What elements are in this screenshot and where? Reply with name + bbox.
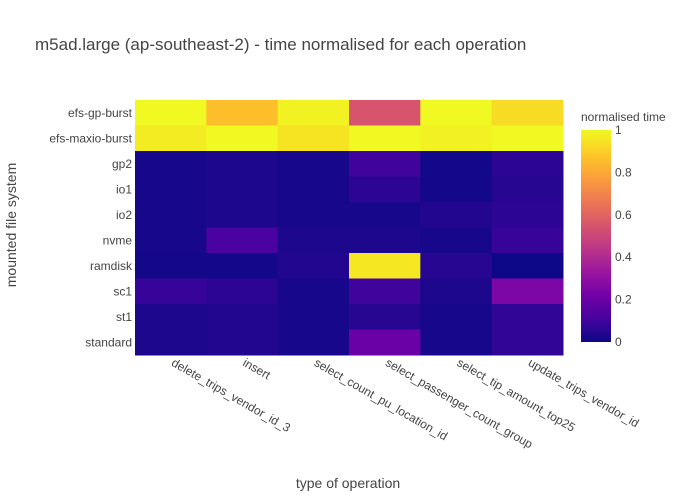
y-tick-label: sc1 [113, 284, 132, 298]
heatmap-cell [135, 125, 207, 152]
heatmap-cell [206, 329, 279, 356]
colorbar-tick-label: 0.4 [615, 250, 632, 264]
heatmap-cell [135, 304, 207, 330]
heatmap-cell [420, 329, 493, 356]
heatmap-cell [135, 100, 207, 126]
heatmap-cell [349, 304, 421, 330]
colorbar-tick-label: 0.8 [615, 165, 632, 179]
x-tick-label: select_count_pu_location_id [312, 355, 450, 443]
heatmap-cell [206, 176, 279, 203]
heatmap-cells [135, 100, 564, 356]
heatmap-cell [420, 100, 493, 126]
heatmap-cell [277, 100, 350, 126]
heatmap-cell [206, 253, 279, 279]
heatmap-cell [491, 227, 564, 254]
y-tick-label: ramdisk [90, 259, 133, 273]
heatmap-cell [420, 253, 493, 279]
heatmap-cell [206, 100, 279, 126]
heatmap-cell [277, 278, 350, 305]
heatmap-cell [491, 253, 564, 279]
y-tick-label: gp2 [112, 157, 132, 171]
colorbar-tick-label: 0 [615, 335, 622, 349]
heatmap-cell [206, 125, 279, 152]
heatmap-cell [277, 176, 350, 203]
heatmap-cell [420, 176, 493, 203]
heatmap-cell [277, 227, 350, 254]
y-tick-label: st1 [116, 310, 132, 324]
heatmap-cell [491, 151, 564, 177]
heatmap-cell [206, 151, 279, 177]
heatmap-cell [491, 176, 564, 203]
heatmap-cell [277, 125, 350, 152]
heatmap-cell [277, 304, 350, 330]
y-tick-label: io2 [116, 208, 132, 222]
y-axis-title: mounted file system [3, 163, 19, 288]
heatmap-cell [349, 278, 421, 305]
heatmap-cell [135, 202, 207, 228]
heatmap-cell [349, 100, 421, 126]
chart-title: m5ad.large (ap-southeast-2) - time norma… [35, 35, 526, 54]
heatmap-cell [277, 253, 350, 279]
colorbar-tick-label: 1 [615, 123, 622, 137]
heatmap-cell [349, 329, 421, 356]
heatmap-cell [491, 329, 564, 356]
heatmap-cell [206, 278, 279, 305]
heatmap-cell [206, 202, 279, 228]
heatmap-cell [277, 202, 350, 228]
heatmap-cell [135, 151, 207, 177]
heatmap-cell [135, 253, 207, 279]
heatmap-cell [135, 278, 207, 305]
heatmap-cell [349, 125, 421, 152]
heatmap-cell [420, 202, 493, 228]
heatmap-cell [491, 278, 564, 305]
heatmap-cell [135, 227, 207, 254]
heatmap-cell [349, 151, 421, 177]
x-tick-label: select_tip_amount_top25 [455, 355, 578, 434]
x-axis-title: type of operation [296, 475, 400, 491]
heatmap-cell [420, 278, 493, 305]
heatmap-cell [420, 304, 493, 330]
y-axis-tick-labels: efs-gp-burst efs-maxio-burst gp2 io1 io2 nvme… [49, 106, 133, 350]
colorbar-tick-labels: 0 0.2 0.4 0.6 0.8 1 [615, 123, 632, 349]
heatmap-cell [135, 176, 207, 203]
heatmap-cell [420, 151, 493, 177]
y-tick-label: nvme [103, 233, 133, 247]
y-tick-label: standard [85, 335, 132, 349]
x-tick-label: delete_trips_vendor_id_3 [169, 355, 293, 435]
heatmap-cell [277, 329, 350, 356]
y-tick-label: efs-gp-burst [68, 106, 133, 120]
colorbar-tick-label: 0.2 [615, 293, 632, 307]
heatmap-cell [277, 151, 350, 177]
heatmap-cell [349, 202, 421, 228]
heatmap-cell [349, 253, 421, 279]
colorbar [581, 130, 611, 342]
heatmap-cell [491, 125, 564, 152]
colorbar-title: normalised time [581, 110, 666, 124]
heatmap-cell [420, 227, 493, 254]
heatmap-cell [349, 227, 421, 254]
x-tick-label: insert [241, 355, 274, 382]
x-tick-label: update_trips_vendor_id [526, 355, 642, 430]
heatmap-cell [420, 125, 493, 152]
heatmap-cell [491, 202, 564, 228]
heatmap-cell [206, 227, 279, 254]
heatmap-cell [349, 176, 421, 203]
colorbar-tick-label: 0.6 [615, 208, 632, 222]
heatmap-cell [135, 329, 207, 356]
y-tick-label: efs-maxio-burst [49, 131, 132, 145]
y-tick-label: io1 [116, 182, 132, 196]
heatmap-cell [206, 304, 279, 330]
heatmap-cell [491, 100, 564, 126]
heatmap-cell [491, 304, 564, 330]
